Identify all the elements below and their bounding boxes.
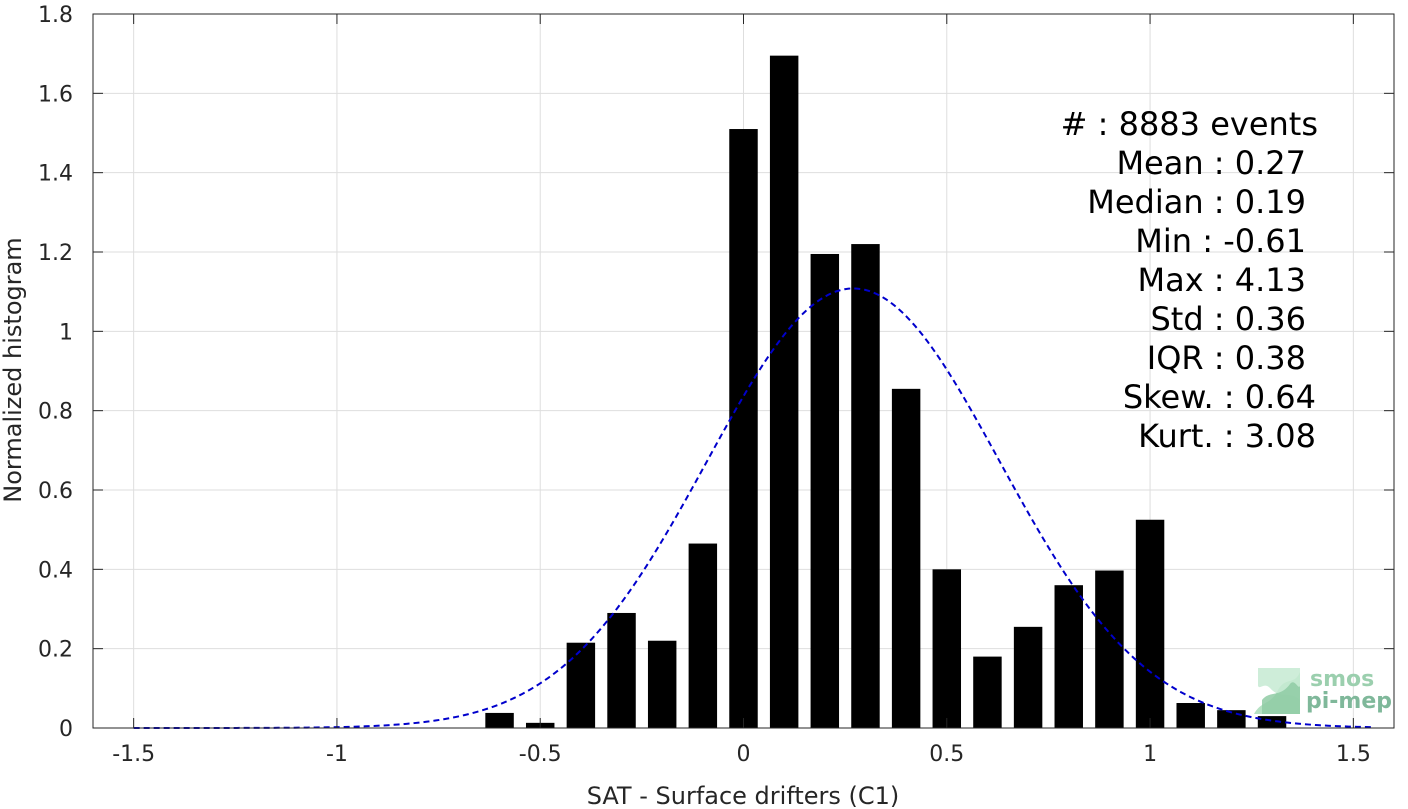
y-tick-label: 1.8 [38,3,73,28]
axes [92,13,1395,729]
y-tick-label: 0.2 [38,638,73,663]
histogram-bar [1013,626,1043,728]
histogram-bar [688,543,718,728]
histogram-bar [566,642,596,728]
x-axis-label: SAT - Surface drifters (C1) [587,782,900,809]
histogram-bar [1054,585,1083,728]
histogram-bar [647,640,677,728]
stat-line: Skew. : 0.64 [1123,378,1316,416]
histogram-bar [973,656,1002,728]
y-tick-label: 0.4 [38,558,73,583]
stat-line: Std : 0.36 [1150,300,1306,338]
stat-line: IQR : 0.38 [1147,339,1306,377]
y-axis-label: Normalized histogram [0,237,27,502]
y-tick-label: 1 [59,320,73,345]
stat-line: Median : 0.19 [1087,183,1306,221]
x-tick-label: 1.5 [1336,742,1371,767]
histogram-bars [485,55,1287,729]
stat-line: Min : -0.61 [1135,222,1306,260]
histogram-bar [1176,703,1205,728]
x-tick-label: -0.5 [519,742,562,767]
x-tick-label: 0 [737,742,751,767]
y-tick-label: 0.8 [38,400,73,425]
logo-wave-shape [1262,682,1300,714]
histogram-bar [1257,716,1287,728]
x-tick-label: -1 [326,742,348,767]
tick-labels: -1.5 -1 -0.5 0 0.5 1 1.5 0 0.2 0.4 0.6 0.8 1 1.2 1.4 1.… [38,3,1371,767]
histogram-bar [1095,570,1124,728]
y-tick-label: 1.2 [38,241,73,266]
histogram-bar [1135,519,1165,728]
histogram-bar [810,253,840,728]
logo-text-pimep: pi-mep [1306,689,1392,714]
logo-text-smos: smos [1310,667,1374,692]
histogram-bar [891,388,921,728]
x-tick-label: -1.5 [112,742,155,767]
stat-line: Mean : 0.27 [1116,144,1306,182]
stat-line: Max : 4.13 [1137,261,1306,299]
fit-curve-line [133,287,1374,729]
x-tick-label: 0.5 [929,742,964,767]
y-tick-label: 0 [59,717,73,742]
y-tick-label: 0.6 [38,479,73,504]
x-tick-label: 1 [1143,742,1157,767]
gaussian-fit [133,287,1374,729]
histogram-bar [729,129,758,729]
histogram-bar [607,612,636,728]
stat-line: Kurt. : 3.08 [1138,417,1316,455]
histogram-bar [769,55,799,728]
y-tick-label: 1.4 [38,162,73,187]
stat-line: # : 8883 events [1061,105,1318,143]
histogram-bar [932,569,962,728]
y-tick-label: 1.6 [38,82,73,107]
histogram-bar [485,712,514,728]
histogram-bar [851,244,880,729]
